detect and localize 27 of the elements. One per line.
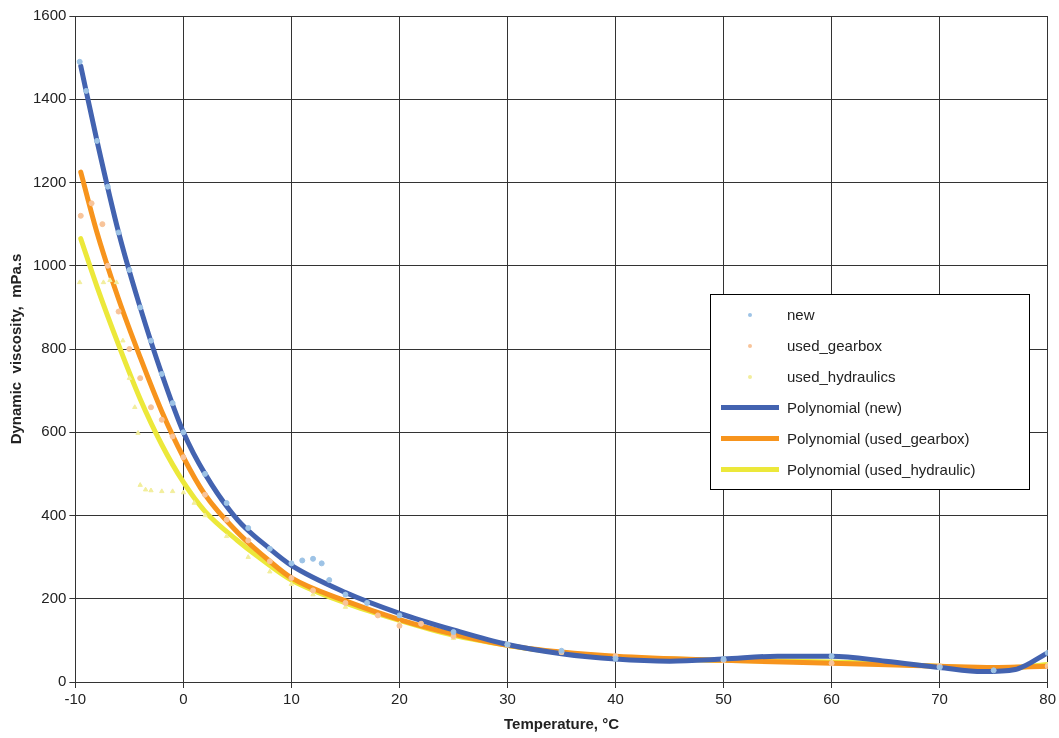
legend-label: Polynomial (used_hydraulic)	[787, 461, 976, 478]
x-tick-label: 40	[607, 690, 624, 708]
x-tick-label: 0	[179, 690, 188, 708]
x-tick-label: 60	[823, 690, 840, 708]
y-tick-label: 1200	[32, 172, 67, 190]
x-tick-label: -10	[64, 690, 87, 708]
legend-label: used_hydraulics	[787, 368, 896, 385]
x-tick-label: 10	[283, 690, 300, 708]
y-tick-label: 800	[41, 339, 67, 357]
y-tick-label: 0	[58, 672, 67, 690]
x-tick-label: 20	[391, 690, 408, 708]
legend-label: new	[787, 306, 815, 323]
y-tick-label: 1000	[32, 255, 67, 273]
y-tick-label: 1600	[32, 6, 67, 24]
x-tick-label: 50	[715, 690, 732, 708]
y-tick-label: 200	[41, 588, 67, 606]
y-tick-label: 400	[41, 505, 67, 523]
y-tick-label: 600	[41, 422, 67, 440]
x-tick-label: 70	[931, 690, 948, 708]
y-axis-title: Dynamic viscosity, mPa.s	[7, 253, 25, 445]
x-tick-label: 80	[1039, 690, 1056, 708]
legend-label: Polynomial (new)	[787, 399, 903, 416]
legend-label: Polynomial (used_gearbox)	[787, 430, 970, 447]
legend-label: used_gearbox	[787, 337, 883, 354]
x-tick-label: 30	[499, 690, 516, 708]
x-axis-title: Temperature, °C	[504, 715, 620, 733]
y-tick-label: 1400	[32, 89, 67, 107]
